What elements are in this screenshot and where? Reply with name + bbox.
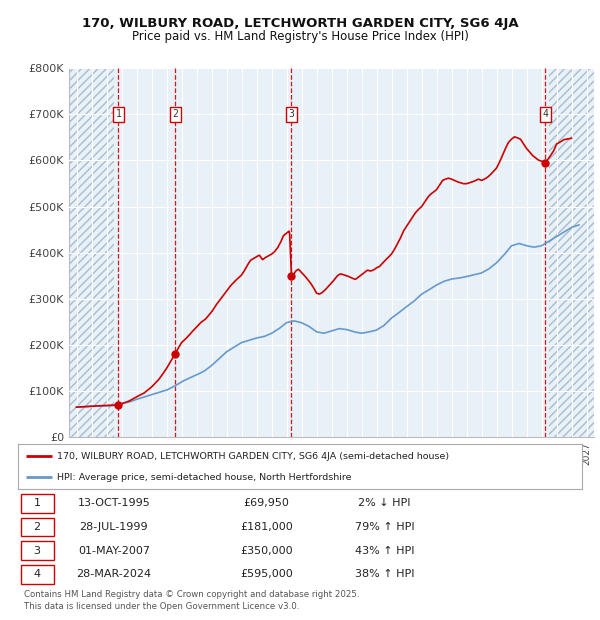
Text: £181,000: £181,000 [240,522,293,532]
Text: 13-OCT-1995: 13-OCT-1995 [77,498,150,508]
Text: £595,000: £595,000 [240,569,293,579]
Text: 28-JUL-1999: 28-JUL-1999 [80,522,148,532]
Text: 2: 2 [34,522,41,532]
FancyBboxPatch shape [21,565,53,583]
Text: 28-MAR-2024: 28-MAR-2024 [76,569,151,579]
FancyBboxPatch shape [21,541,53,560]
Text: 170, WILBURY ROAD, LETCHWORTH GARDEN CITY, SG6 4JA (semi-detached house): 170, WILBURY ROAD, LETCHWORTH GARDEN CIT… [58,452,449,461]
Text: £350,000: £350,000 [240,546,292,556]
Text: Price paid vs. HM Land Registry's House Price Index (HPI): Price paid vs. HM Land Registry's House … [131,30,469,43]
FancyBboxPatch shape [21,494,53,513]
Text: 3: 3 [34,546,41,556]
Bar [69,68,114,437]
Text: 1: 1 [34,498,41,508]
Text: 43% ↑ HPI: 43% ↑ HPI [355,546,415,556]
Text: £69,950: £69,950 [243,498,289,508]
Text: 4: 4 [542,109,548,119]
Text: 01-MAY-2007: 01-MAY-2007 [78,546,150,556]
Text: 38% ↑ HPI: 38% ↑ HPI [355,569,415,579]
Text: 1: 1 [115,109,121,119]
Text: 2% ↓ HPI: 2% ↓ HPI [358,498,411,508]
Text: Contains HM Land Registry data © Crown copyright and database right 2025.
This d: Contains HM Land Registry data © Crown c… [24,590,359,611]
Text: 170, WILBURY ROAD, LETCHWORTH GARDEN CITY, SG6 4JA: 170, WILBURY ROAD, LETCHWORTH GARDEN CIT… [82,17,518,30]
Text: 2: 2 [172,109,178,119]
Bar [549,68,594,437]
Text: 4: 4 [34,569,41,579]
FancyBboxPatch shape [21,518,53,536]
Text: HPI: Average price, semi-detached house, North Hertfordshire: HPI: Average price, semi-detached house,… [58,473,352,482]
Text: 3: 3 [289,109,295,119]
Text: 79% ↑ HPI: 79% ↑ HPI [355,522,415,532]
